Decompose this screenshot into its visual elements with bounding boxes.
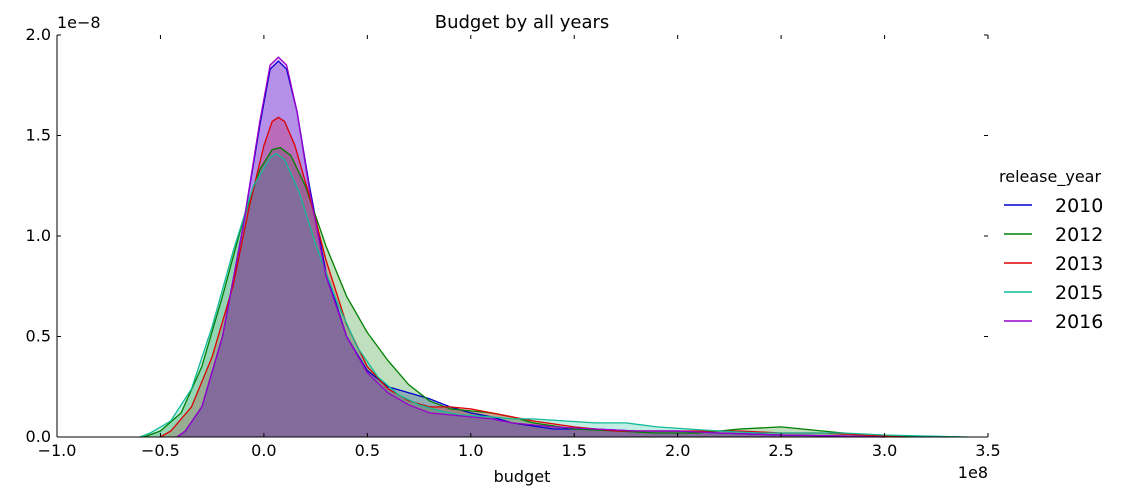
y-tick-label: 2.0: [26, 25, 51, 44]
legend-label-2013: 2013: [1055, 253, 1103, 275]
legend-label-2015: 2015: [1055, 282, 1103, 304]
x-axis-label: budget: [494, 467, 551, 486]
x-tick-label: 1.5: [561, 441, 586, 460]
x-tick-label: 3.0: [872, 441, 897, 460]
x-tick-label: 0.0: [251, 441, 276, 460]
legend-label-2012: 2012: [1055, 224, 1103, 246]
legend-label-2016: 2016: [1055, 311, 1103, 333]
density-line-2015: [139, 152, 968, 438]
y-offset-label: 1e−8: [57, 13, 101, 32]
y-tick-label: 0.0: [26, 427, 51, 446]
x-offset-label: 1e8: [958, 463, 988, 482]
x-tick-label: 1.0: [458, 441, 483, 460]
x-tick-label: −1.0: [38, 441, 77, 460]
legend-label-2010: 2010: [1055, 195, 1103, 217]
axes: −1.0 −0.5 0.0 0.5 1.0 1.5 2.0 2.5 3.0 3.5 0.0 0.5 1.…: [26, 25, 1001, 460]
y-tick-label: 0.5: [26, 327, 51, 346]
density-area-2015: [139, 153, 968, 437]
x-tick-label: 3.5: [975, 441, 1000, 460]
density-area-2013: [160, 117, 906, 438]
density-lines: [139, 56, 968, 438]
legend: release_year 2010 2012 2013 2015 2016: [999, 167, 1103, 333]
density-area-2016: [177, 57, 885, 437]
x-tick-label: 2.5: [768, 441, 793, 460]
y-tick-label: 1.5: [26, 126, 51, 145]
chart-title: Budget by all years: [435, 12, 610, 33]
density-area-2012: [143, 147, 947, 437]
legend-title: release_year: [999, 167, 1101, 187]
x-tick-label: 2.0: [665, 441, 690, 460]
density-line-2016: [176, 56, 885, 438]
x-tick-label: −0.5: [141, 441, 180, 460]
density-area-2010: [177, 61, 885, 437]
y-tick-label: 1.0: [26, 226, 51, 245]
density-areas: [139, 57, 968, 438]
x-tick-label: 0.5: [355, 441, 380, 460]
